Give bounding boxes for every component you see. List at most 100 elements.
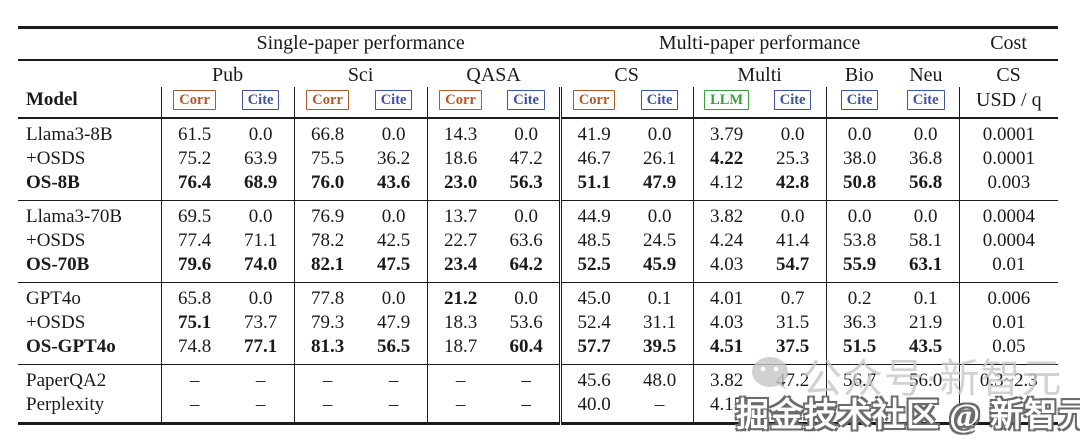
value-cell: 77.4 — [177, 230, 212, 251]
value-cell — [892, 393, 960, 424]
value-cell: 0.0 — [759, 117, 827, 147]
value-cell: – — [493, 393, 562, 424]
value-cell: 47.9 — [626, 171, 694, 201]
value-cell: 79.3 — [310, 312, 345, 333]
value-cell: 56.8 — [892, 171, 960, 201]
value-cell: 36.8 — [892, 147, 960, 171]
model-name-cell: Llama3-70B — [18, 200, 162, 229]
value-cell: 0.0001 — [959, 117, 1058, 147]
value-cell: 39.5 — [626, 335, 694, 365]
value-cell: 76.0 — [310, 172, 345, 193]
value-cell: – — [455, 394, 466, 415]
value-cell: 56.3 — [493, 171, 562, 201]
value-cell: 81.3 — [310, 336, 345, 357]
value-cell: – — [360, 393, 428, 424]
value-cell: 44.9 — [560, 200, 627, 229]
value-cell: 4.03 — [709, 254, 744, 275]
value-cell: 3.82 — [693, 364, 760, 393]
value-cell: 58.1 — [892, 229, 960, 253]
bio-cite-header: Cite — [826, 87, 893, 119]
value-cell: 0.0 — [826, 117, 893, 147]
model-name-cell: Llama3-8B — [18, 117, 162, 147]
value-cell: 0.0 — [493, 200, 562, 229]
value-cell: 0.0 — [493, 117, 562, 147]
value-cell: 4.24 — [709, 230, 744, 251]
value-cell: 47.9 — [360, 311, 428, 335]
cost-header: Cost — [959, 27, 1058, 61]
value-cell: 77.8 — [294, 282, 361, 311]
value-cell: 0.0001 — [982, 148, 1035, 169]
value-cell: 45.6 — [560, 364, 627, 393]
value-cell: 0.003 — [987, 172, 1031, 193]
value-cell: 0.006 — [959, 282, 1058, 311]
value-cell: 21.2 — [427, 282, 494, 311]
pub-corr-header: Corr — [161, 87, 228, 119]
value-cell: 0.0 — [626, 117, 694, 147]
value-cell: 50.8 — [842, 172, 877, 193]
value-cell: 40.0 — [577, 394, 611, 415]
value-cell: 56.7 — [826, 364, 893, 393]
cs-corr-header: Corr — [560, 87, 627, 119]
value-cell: 0.1 — [626, 282, 694, 311]
value-cell: 69.5 — [161, 200, 228, 229]
value-cell — [759, 393, 827, 424]
value-cell: 0.01 — [992, 254, 1026, 275]
table-row: PaperQA2– – – – – –45.6 48.0 3.82 47.2 56.7 56.0 0.… — [18, 364, 1058, 393]
cs-cite-header: Cite — [626, 87, 694, 119]
value-cell: 41.4 — [759, 229, 827, 253]
value-cell: – — [227, 393, 295, 424]
value-cell: 0.0 — [360, 282, 428, 311]
dataset-qasa-label: QASA — [466, 64, 521, 86]
value-cell: 0.0 — [826, 200, 893, 229]
model-name-cell: OS-8B — [18, 171, 162, 201]
cost-cs-label: CS — [996, 64, 1021, 86]
sci-cite-header: Cite — [360, 87, 428, 119]
value-cell: 0.0004 — [959, 200, 1058, 229]
model-name-cell: +OSDS — [18, 147, 162, 171]
value-cell: 75.2 — [177, 148, 212, 169]
multi-cite-header: Cite — [759, 87, 827, 119]
value-cell: 68.9 — [227, 171, 295, 201]
value-cell: 63.1 — [892, 253, 960, 283]
value-cell: – — [360, 364, 428, 393]
value-cell: – — [161, 364, 228, 393]
dataset-bio-label: Bio — [844, 64, 874, 86]
table-row: GPT4o 65.8 0.0 77.8 0.0 21.2 0.0 45.0 0.1 4.01 0.7… — [18, 282, 1058, 311]
table-row: OS-GPT4o 74.8 77.1 81.3 56.5 18.7 60.4 57.7 39.5… — [18, 335, 1058, 365]
value-cell: 53.6 — [493, 311, 562, 335]
value-cell: 0.0 — [360, 200, 428, 229]
value-cell: 3.82 — [693, 200, 760, 229]
value-cell: 0.0 — [892, 117, 960, 147]
qasa-cite-header: Cite — [493, 87, 562, 119]
cite-badge: Cite — [773, 90, 812, 110]
value-cell: 21.9 — [892, 311, 960, 335]
cite-badge: Cite — [507, 90, 545, 110]
results-table-wrap: Single-paper performance Multi-paper per… — [18, 26, 1062, 425]
value-cell: 82.1 — [310, 254, 345, 275]
cost-unit-label: USD / q — [959, 87, 1058, 119]
value-cell: 0.0004 — [982, 230, 1035, 251]
value-cell: 66.8 — [294, 117, 361, 147]
value-cell: 75.5 — [310, 148, 345, 169]
value-cell: 56.5 — [360, 335, 428, 365]
dataset-multi-label: Multi — [737, 64, 782, 86]
value-cell: 54.7 — [759, 253, 827, 283]
value-cell: 3.79 — [693, 117, 760, 147]
cite-badge: Cite — [840, 90, 879, 110]
spacer-cell — [18, 27, 162, 61]
corr-badge: Corr — [572, 90, 616, 110]
dataset-sci-label: Sci — [347, 64, 374, 86]
model-name-cell: +OSDS — [18, 311, 162, 335]
table-row: Llama3-8B 61.5 0.0 66.8 0.0 14.3 0.0 41.9 0.0 3.7… — [18, 117, 1058, 147]
value-cell: 0.0 — [360, 117, 428, 147]
value-cell: 18.3 — [443, 312, 478, 333]
value-cell: 26.1 — [626, 147, 694, 171]
model-column-header: Model — [18, 87, 162, 119]
dataset-header-row: Pub Sci QASA CS Multi Bio Neu CS — [18, 60, 1058, 87]
table-row: Llama3-70B 69.5 0.0 76.9 0.0 13.7 0.0 44.9 0.0 3.… — [18, 200, 1058, 229]
value-cell: – — [322, 394, 333, 415]
value-cell: 52.4 — [577, 312, 611, 333]
value-cell: 73.7 — [227, 311, 295, 335]
value-cell: 23.0 — [443, 172, 478, 193]
value-cell: 76.9 — [294, 200, 361, 229]
